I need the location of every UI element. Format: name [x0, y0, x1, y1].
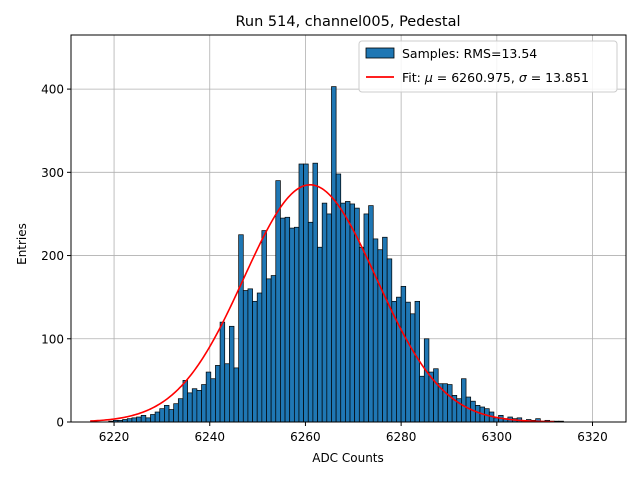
histogram-bar — [196, 390, 202, 423]
y-tick-label: 100 — [41, 332, 64, 346]
legend-label-samples: Samples: RMS=13.54 — [402, 46, 537, 61]
histogram-bar — [233, 367, 239, 423]
histogram-bar — [140, 414, 147, 423]
histogram-bar — [377, 249, 383, 423]
histogram-bar — [298, 163, 304, 423]
fit-curve — [90, 184, 555, 423]
histogram-bar — [275, 180, 281, 423]
legend-fit-sigma-value: = 13.851 — [527, 70, 589, 85]
histogram-bar — [182, 380, 188, 423]
chart-title: Run 514, channel005, Pedestal — [235, 14, 460, 30]
histogram-bar — [280, 217, 286, 423]
x-tick-label: 6320 — [577, 430, 608, 444]
histogram-bar — [210, 378, 216, 423]
histogram-bar — [335, 173, 342, 423]
histogram-bar — [433, 368, 439, 423]
histogram-bar — [372, 238, 379, 423]
histogram-bar — [224, 363, 230, 423]
histogram-bar — [284, 216, 291, 423]
histogram-bar — [349, 203, 356, 423]
histogram-bar — [423, 338, 430, 423]
x-tick-label: 6300 — [482, 430, 513, 444]
histogram-bars — [108, 86, 564, 423]
histogram-bar — [340, 202, 346, 423]
histogram-bar — [159, 408, 165, 423]
histogram-bar — [215, 365, 221, 423]
histogram-bar — [382, 236, 388, 423]
histogram-bar — [247, 288, 253, 423]
histogram-bar — [261, 230, 267, 423]
legend-fit-prefix: Fit: — [402, 70, 425, 85]
histogram-bar — [447, 384, 453, 423]
histogram-bar — [317, 246, 323, 423]
x-tick-label: 6280 — [386, 430, 417, 444]
plot-frame — [70, 34, 627, 423]
legend-fit-mu-symbol: μ — [424, 70, 433, 85]
histogram-bar — [164, 405, 170, 423]
histogram-bar — [312, 162, 318, 423]
legend-fit-sigma-symbol: σ — [519, 70, 528, 85]
histogram-bar — [201, 384, 207, 423]
histogram-bar — [238, 234, 244, 423]
y-axis-ticks: 0 100 200 300 400 — [41, 83, 71, 430]
histogram-bar — [410, 313, 416, 423]
histogram-bar — [442, 383, 448, 423]
histogram-bar — [307, 221, 314, 423]
x-axis-label: ADC Counts — [312, 451, 384, 465]
histogram-bar — [191, 388, 198, 423]
histogram-bar — [266, 278, 272, 423]
histogram-bar — [205, 371, 212, 423]
histogram-bar — [256, 292, 263, 423]
histogram-bar — [177, 398, 184, 423]
x-axis-ticks: 6220 6240 6260 6280 6300 6320 — [99, 422, 608, 444]
x-tick-label: 6220 — [99, 430, 130, 444]
histogram-bar — [154, 411, 161, 423]
histogram-bar — [419, 375, 425, 423]
legend-label-fit: Fit: μ = 6260.975, σ = 13.851 — [402, 70, 589, 85]
legend-box — [358, 40, 618, 93]
y-axis-label: Entries — [15, 223, 29, 265]
y-tick-label: 300 — [41, 166, 64, 180]
histogram-bar — [270, 275, 277, 423]
histogram-bar — [289, 227, 295, 423]
histogram-bar — [293, 226, 300, 423]
histogram-bar — [150, 414, 156, 423]
legend: Samples: RMS=13.54 Fit: μ = 6260.975, σ … — [358, 40, 618, 93]
histogram-bar — [321, 202, 328, 423]
histogram-bar — [303, 163, 309, 423]
histogram-bar — [173, 403, 179, 423]
y-tick-label: 0 — [56, 416, 64, 430]
histogram-bar — [242, 290, 249, 423]
histogram-bar — [168, 409, 175, 423]
histogram-bar — [396, 296, 402, 423]
histogram-bar — [461, 378, 467, 423]
histogram-bar — [145, 417, 151, 423]
histogram-bar — [136, 416, 142, 423]
histogram-bar — [331, 86, 337, 423]
histogram-bar — [345, 201, 351, 423]
histogram-bar — [229, 325, 235, 423]
histogram-bar — [358, 246, 365, 423]
histogram-bar — [386, 258, 393, 423]
histogram-bar — [405, 301, 411, 423]
y-tick-label: 400 — [41, 83, 64, 97]
histogram-bar — [252, 300, 258, 423]
histogram-bar — [363, 213, 369, 423]
histogram-bar — [131, 417, 137, 423]
legend-swatch-samples — [365, 47, 395, 59]
y-tick-label: 200 — [41, 249, 64, 263]
x-tick-label: 6260 — [290, 430, 321, 444]
histogram-bar — [400, 285, 407, 423]
x-tick-label: 6240 — [194, 430, 225, 444]
histogram-bar — [368, 205, 374, 423]
histogram-bar — [219, 321, 226, 423]
legend-fit-mu-value: = 6260.975, — [433, 70, 519, 85]
histogram-bar — [187, 392, 193, 423]
histogram-bar — [326, 213, 332, 423]
